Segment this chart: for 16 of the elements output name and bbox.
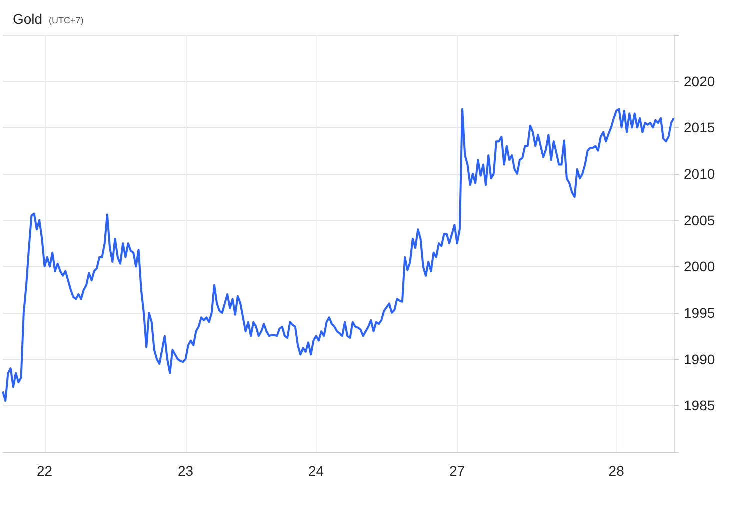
x-tick-label: 28 (608, 463, 625, 479)
x-tick-label: 27 (450, 463, 466, 479)
y-tick-label: 2015 (684, 120, 716, 136)
y-tick-label: 2000 (684, 258, 716, 275)
chart-title: Gold (13, 11, 43, 27)
x-tick-label: 24 (308, 463, 324, 479)
x-tick-label: 22 (36, 463, 53, 479)
y-tick-label: 2010 (684, 166, 716, 182)
y-tick-label: 1995 (684, 305, 716, 321)
x-tick-label: 23 (178, 463, 194, 479)
line-series (2, 108, 675, 402)
y-tick-label: 1990 (684, 351, 716, 368)
y-tick-label: 2005 (684, 212, 716, 228)
chart-subtitle: (UTC+7) (49, 16, 84, 26)
y-tick-label: 1985 (684, 398, 716, 414)
y-tick-label: 2020 (684, 73, 716, 90)
